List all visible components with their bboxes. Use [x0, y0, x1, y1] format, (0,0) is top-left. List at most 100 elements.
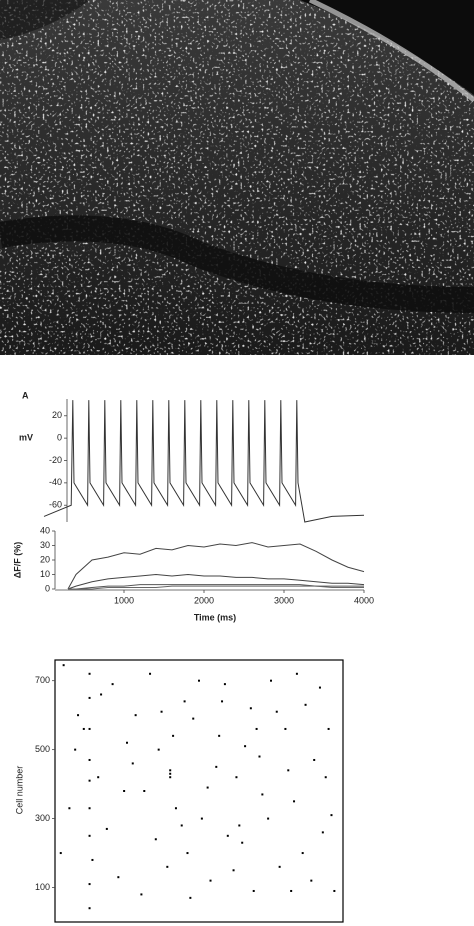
spike-event [180, 824, 183, 827]
spike-event [157, 748, 160, 751]
trace-line [68, 585, 364, 590]
spike-event [62, 664, 65, 667]
y-axis-label: mV [19, 432, 33, 442]
spike-event [244, 745, 247, 748]
spike-event [174, 807, 177, 810]
spike-event [134, 714, 137, 717]
spike-event [226, 834, 229, 837]
spike-event [123, 790, 126, 792]
spike-event [301, 852, 304, 855]
spike-event [88, 727, 91, 730]
spike-event [318, 686, 321, 689]
trace-line [67, 542, 365, 590]
y-tick-label: 100 [35, 882, 50, 892]
spike-event [258, 755, 261, 758]
spike-event [166, 865, 169, 868]
spike-event [235, 776, 238, 779]
spike-event [267, 817, 270, 820]
spike-event [59, 852, 62, 855]
spike-event [321, 831, 324, 834]
spike-event [88, 779, 91, 782]
spike-event [91, 858, 94, 861]
spike-event [186, 852, 189, 855]
spike-event [252, 889, 255, 892]
spike-event [255, 727, 258, 730]
trace-line [43, 400, 365, 523]
y-tick-label: 40 [40, 525, 50, 535]
spike-event [215, 765, 218, 768]
spike-event [218, 734, 221, 737]
spike-event [232, 869, 235, 872]
spike-event [270, 679, 272, 682]
spike-event [249, 707, 252, 710]
spike-event [327, 727, 330, 730]
spike-event [241, 841, 244, 844]
x-tick-label: 1000 [114, 595, 134, 605]
spike-event [160, 710, 163, 713]
spike-event [172, 734, 175, 737]
spike-event [221, 700, 224, 703]
spike-event [313, 758, 316, 761]
spike-event [198, 679, 200, 682]
spike-event [117, 876, 120, 879]
spike-event [169, 769, 172, 772]
spike-event [310, 879, 313, 882]
plot-frame [54, 659, 344, 923]
y-tick-label: -40 [49, 477, 62, 487]
y-tick-label: 500 [35, 744, 50, 754]
spike-event [169, 776, 172, 779]
spike-event [183, 700, 186, 703]
spike-event [206, 786, 209, 789]
spike-event [275, 710, 278, 713]
spike-event [100, 693, 103, 696]
y-tick-label: 300 [35, 813, 50, 823]
spike-event [88, 807, 91, 810]
spike-event [192, 717, 195, 720]
spike-event [287, 769, 290, 772]
spike-event [169, 772, 172, 775]
micrograph [0, 0, 474, 355]
spike-event [88, 758, 91, 761]
x-tick-label: 4000 [354, 595, 374, 605]
spike-event [154, 838, 157, 841]
y-tick-label: -20 [49, 455, 62, 465]
y-tick-label: 30 [40, 540, 50, 550]
spike-event [333, 889, 336, 892]
spike-event [88, 672, 91, 675]
x-axis-label: Time (ms) [194, 612, 236, 622]
y-tick-label: 20 [40, 554, 50, 564]
spike-event [74, 748, 77, 751]
spike-event [149, 672, 152, 675]
spike-event [330, 814, 333, 817]
spike-event [140, 893, 143, 896]
spike-event [131, 762, 134, 765]
spike-event [68, 807, 71, 810]
spike-event [284, 727, 287, 730]
y-axis-label: Cell number [14, 766, 24, 815]
spike-event [88, 907, 91, 910]
spike-event [88, 883, 91, 886]
spike-event [209, 879, 212, 882]
y-tick-label: -60 [49, 500, 62, 510]
spike-event [304, 703, 307, 706]
x-tick-label: 3000 [274, 595, 294, 605]
spike-event [290, 889, 293, 892]
spike-event [111, 683, 114, 686]
spike-event [278, 865, 281, 868]
spike-event [293, 800, 296, 803]
panel-label: A [22, 390, 29, 400]
y-tick-label: 0 [45, 583, 50, 593]
spike-event [295, 672, 298, 675]
spike-event [200, 817, 203, 820]
y-tick-label: 10 [40, 569, 50, 579]
spike-event [223, 683, 226, 686]
spike-event [126, 741, 128, 744]
spike-event [82, 727, 85, 730]
spike-event [77, 714, 80, 717]
y-tick-label: 20 [52, 410, 62, 420]
y-tick-label: 700 [35, 675, 50, 685]
spike-event [324, 776, 327, 779]
spike-event [238, 824, 241, 827]
